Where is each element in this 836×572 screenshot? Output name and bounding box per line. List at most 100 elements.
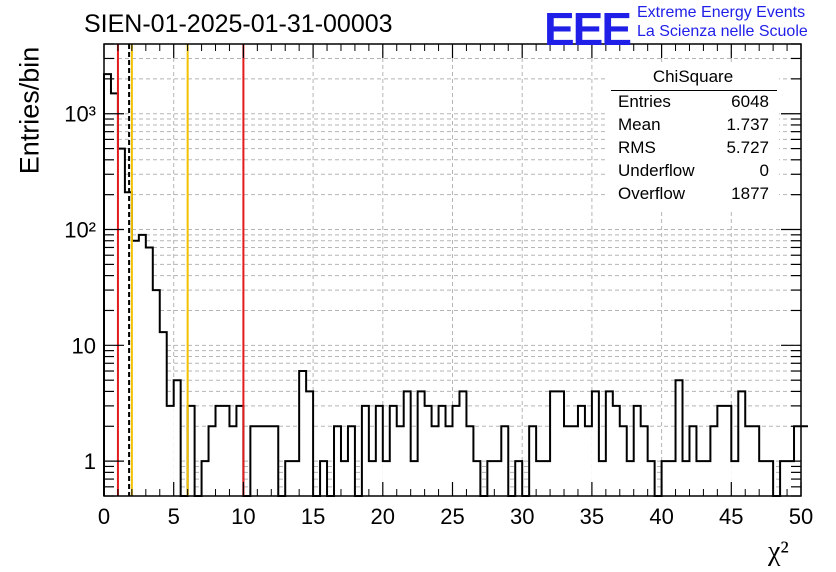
histogram-bar [689,426,697,496]
histogram-bar [215,405,223,496]
stats-value: 5.727 [726,138,769,157]
histogram-bar [598,461,606,496]
histogram-bar [466,426,474,496]
x-tick-label: 50 [789,504,813,529]
histogram-bar [424,405,432,496]
y-tick-label: 10 [72,333,96,358]
histogram-bar [110,93,118,497]
stats-row-overflow: Overflow 1877 [618,184,769,206]
stats-value: 1.737 [726,115,769,134]
histogram-bar [445,426,453,496]
histogram-bar [292,461,300,496]
histogram-bar [208,426,216,496]
histogram-bar [271,426,279,496]
histogram-bar [222,405,230,496]
y-axis-label: Entries/bin [14,46,45,175]
histogram-bar [320,461,328,496]
histogram-bar [299,371,307,496]
histogram-bar [529,426,537,496]
histogram-bar [717,405,725,496]
histogram-bar [661,461,669,496]
histogram-bar [382,461,390,496]
histogram-bar [347,426,355,496]
histogram-bar [647,461,655,496]
histogram-bar [173,380,181,496]
histogram-bar [515,461,523,496]
histogram-bar [591,391,599,496]
histogram-bar [766,461,774,496]
histogram-bar [438,405,446,496]
histogram-bar [640,426,648,496]
logo-subtitle-line1: Extreme Energy Events [637,4,806,21]
histogram-bar [152,290,160,496]
stats-value: 1877 [731,184,769,203]
histogram-bar [229,426,237,496]
x-tick-label: 0 [98,504,110,529]
histogram-bar [306,391,314,496]
histogram-bar [612,405,620,496]
x-tick-label: 25 [440,504,464,529]
histogram-outline [103,73,808,497]
histogram-bar [487,461,495,496]
histogram-bar [396,426,404,496]
histogram-bar [131,240,139,496]
histogram-bar [145,247,153,496]
histogram-bar [166,405,174,496]
histogram-bar [187,405,195,496]
histogram-bar [780,461,788,496]
histogram-bar [117,148,125,496]
histogram-bar [375,405,383,496]
histogram-bar [138,234,146,496]
stats-value: 0 [759,161,769,180]
histogram-bar [494,461,502,496]
x-axis-label: χ² [768,536,789,567]
histogram-bar [501,426,509,496]
stats-box-divider [611,90,777,91]
histogram-bar [738,391,746,496]
stats-row-mean: Mean 1.737 [618,115,769,137]
histogram-bar [368,461,376,496]
x-tick-label: 45 [719,504,743,529]
histogram-bar [759,461,767,496]
histogram-bar [543,461,551,496]
histogram-bar [626,461,634,496]
histogram-bar [703,461,711,496]
histogram-bar [696,461,704,496]
histogram-bar [264,426,272,496]
histogram-bar [361,405,369,496]
eee-logo: EEE [544,3,632,55]
stats-label: Entries [618,92,671,111]
histogram-bar [459,391,467,496]
x-tick-label: 10 [231,504,255,529]
histogram-bar [605,391,613,496]
histogram-bar [668,461,676,496]
histogram-bar [682,461,690,496]
x-tick-label: 35 [580,504,604,529]
histogram-bar [619,426,627,496]
histogram-bar [564,426,571,496]
x-tick-label: 15 [301,504,325,529]
histogram-bar [675,380,683,496]
histogram-bar [550,391,558,496]
histogram-bar [250,426,258,496]
y-tick-label: 1 [84,449,96,474]
x-tick-label: 30 [510,504,534,529]
histogram-bar [403,391,411,496]
stats-value: 6048 [731,92,769,111]
stats-row-rms: RMS 5.727 [618,138,769,160]
histogram-bar [285,461,293,496]
histogram-bar [724,405,732,496]
histogram-bar [536,461,544,496]
stats-label: Mean [618,115,661,134]
histogram-bar [452,405,460,496]
histogram-bar [752,426,760,496]
stats-row-underflow: Underflow 0 [618,161,769,183]
histogram-bar [417,391,425,496]
histogram-bar [473,461,481,496]
plot-title: SIEN-01-2025-01-31-00003 [84,10,393,38]
histogram-bar [389,405,397,496]
histogram-bar [334,426,341,496]
histogram-bar [577,405,585,496]
histogram-bar [340,461,348,496]
